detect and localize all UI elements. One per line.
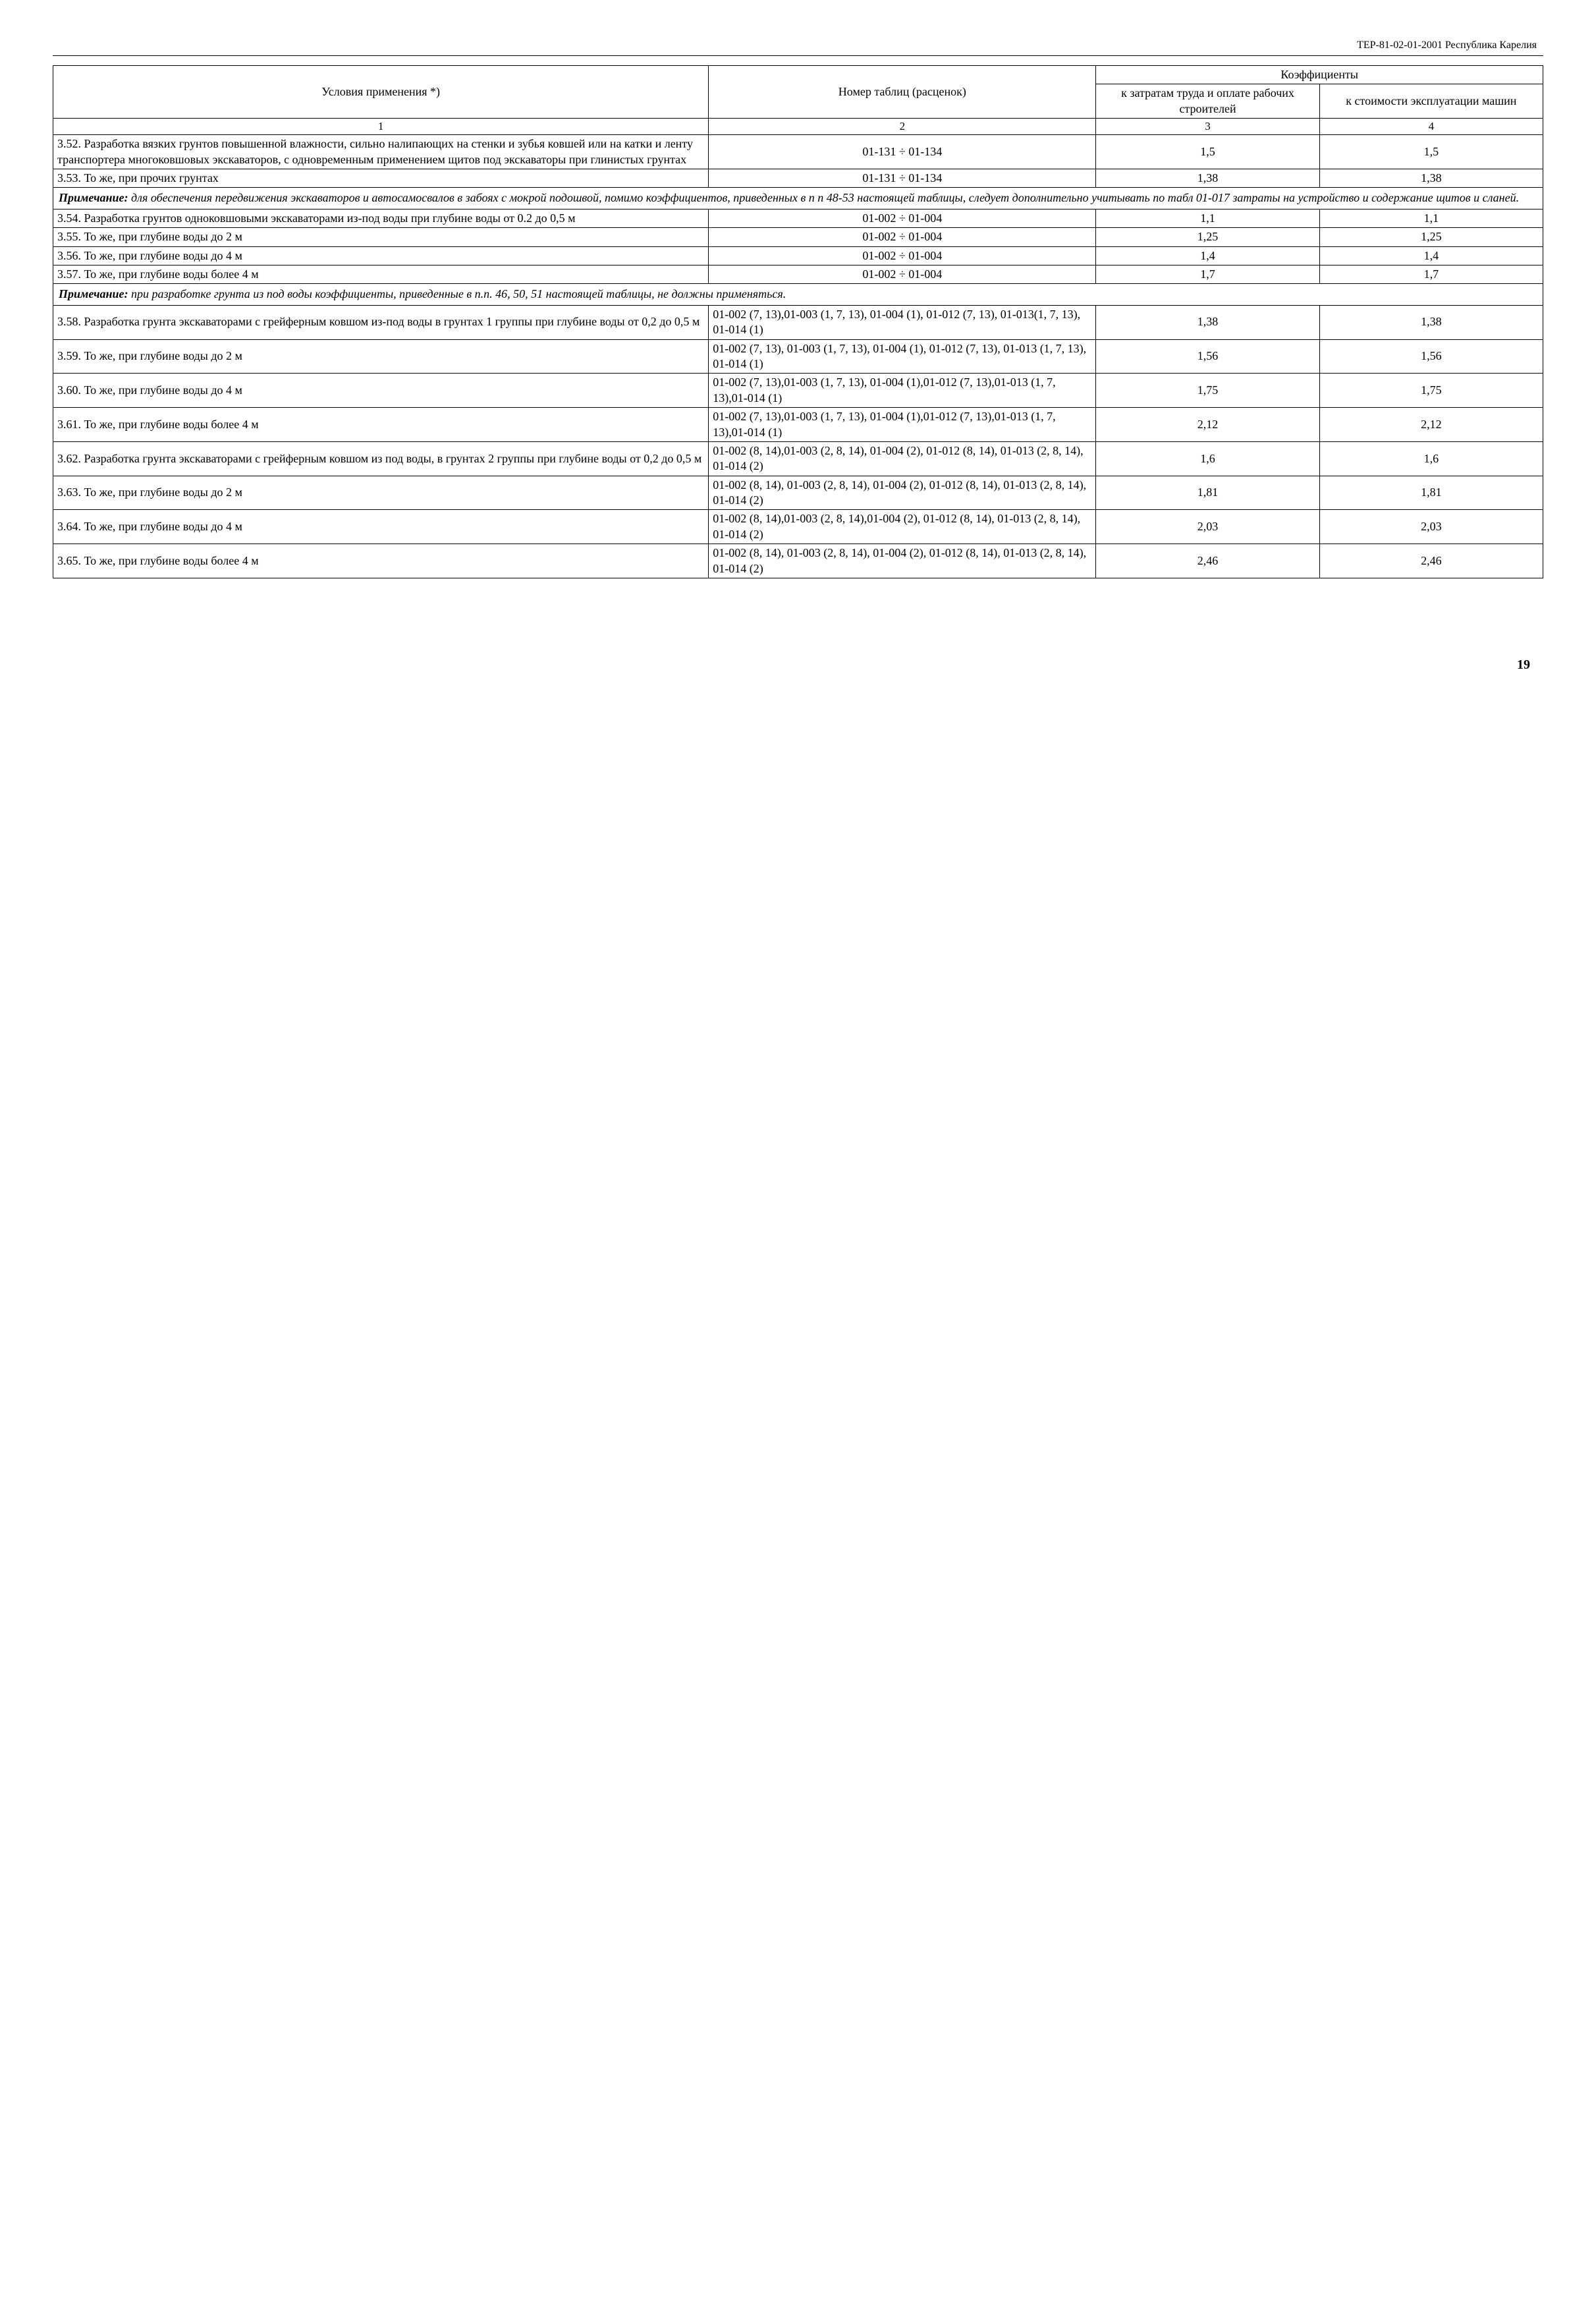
table-row: 3.57. То же, при глубине воды более 4 м0… — [53, 265, 1543, 284]
cell-coeff-labor: 2,12 — [1096, 408, 1319, 442]
col-header-machines: к стоимости эксплуатации машин — [1319, 84, 1543, 119]
page-number: 19 — [53, 657, 1543, 673]
cell-coeff-labor: 1,5 — [1096, 135, 1319, 169]
cell-coeff-labor: 1,25 — [1096, 228, 1319, 246]
cell-tables: 01-131 ÷ 01-134 — [709, 169, 1096, 188]
cell-coeff-labor: 1,38 — [1096, 305, 1319, 339]
cell-coeff-machines: 1,5 — [1319, 135, 1543, 169]
cell-conditions: 3.61. То же, при глубине воды более 4 м — [53, 408, 709, 442]
table-row: 3.65. То же, при глубине воды более 4 м0… — [53, 544, 1543, 578]
cell-conditions: 3.52. Разработка вязких грунтов повышенн… — [53, 135, 709, 169]
table-row: 3.59. То же, при глубине воды до 2 м01-0… — [53, 339, 1543, 374]
note-text: для обеспечения передвижения экскаваторо… — [128, 191, 1520, 204]
table-row: 3.56. То же, при глубине воды до 4 м01-0… — [53, 246, 1543, 265]
cell-coeff-machines: 1,6 — [1319, 441, 1543, 476]
table-row: Примечание: при разработке грунта из под… — [53, 284, 1543, 305]
table-row: Примечание: для обеспечения передвижения… — [53, 188, 1543, 209]
cell-coeff-machines: 1,25 — [1319, 228, 1543, 246]
cell-coeff-labor: 1,6 — [1096, 441, 1319, 476]
cell-tables: 01-002 ÷ 01-004 — [709, 228, 1096, 246]
col-num-3: 3 — [1096, 119, 1319, 135]
col-num-4: 4 — [1319, 119, 1543, 135]
cell-coeff-machines: 2,03 — [1319, 510, 1543, 544]
cell-coeff-labor: 1,4 — [1096, 246, 1319, 265]
note-text: при разработке грунта из под воды коэффи… — [128, 287, 786, 300]
cell-conditions: 3.53. То же, при прочих грунтах — [53, 169, 709, 188]
header-rule — [53, 55, 1543, 56]
cell-tables: 01-002 ÷ 01-004 — [709, 209, 1096, 227]
cell-coeff-labor: 2,46 — [1096, 544, 1319, 578]
cell-coeff-labor: 1,7 — [1096, 265, 1319, 284]
table-row: 3.55. То же, при глубине воды до 2 м01-0… — [53, 228, 1543, 246]
cell-coeff-machines: 2,46 — [1319, 544, 1543, 578]
cell-coeff-machines: 1,7 — [1319, 265, 1543, 284]
col-num-2: 2 — [709, 119, 1096, 135]
col-header-tables: Номер таблиц (расценок) — [709, 66, 1096, 119]
cell-tables: 01-002 (8, 14), 01-003 (2, 8, 14), 01-00… — [709, 544, 1096, 578]
cell-conditions: 3.57. То же, при глубине воды более 4 м — [53, 265, 709, 284]
cell-conditions: 3.65. То же, при глубине воды более 4 м — [53, 544, 709, 578]
cell-coeff-machines: 1,81 — [1319, 476, 1543, 510]
document-header: ТЕР-81-02-01-2001 Республика Карелия — [53, 40, 1543, 51]
cell-coeff-machines: 1,56 — [1319, 339, 1543, 374]
table-row: 3.58. Разработка грунта экскаваторами с … — [53, 305, 1543, 339]
note-label: Примечание: — [59, 287, 128, 300]
cell-coeff-machines: 1,38 — [1319, 305, 1543, 339]
column-number-row: 1 2 3 4 — [53, 119, 1543, 135]
cell-tables: 01-002 (7, 13),01-003 (1, 7, 13), 01-004… — [709, 374, 1096, 408]
note-cell: Примечание: при разработке грунта из под… — [53, 284, 1543, 305]
cell-tables: 01-002 ÷ 01-004 — [709, 246, 1096, 265]
table-row: 3.54. Разработка грунтов одноковшовыми э… — [53, 209, 1543, 227]
cell-tables: 01-002 ÷ 01-004 — [709, 265, 1096, 284]
cell-coeff-machines: 1,1 — [1319, 209, 1543, 227]
cell-coeff-labor: 1,1 — [1096, 209, 1319, 227]
cell-conditions: 3.62. Разработка грунта экскаваторами с … — [53, 441, 709, 476]
table-row: 3.63. То же, при глубине воды до 2 м01-0… — [53, 476, 1543, 510]
col-header-labor: к затратам труда и оплате рабочих строит… — [1096, 84, 1319, 119]
table-row: 3.62. Разработка грунта экскаваторами с … — [53, 441, 1543, 476]
cell-tables: 01-002 (8, 14),01-003 (2, 8, 14), 01-004… — [709, 441, 1096, 476]
cell-tables: 01-002 (7, 13), 01-003 (1, 7, 13), 01-00… — [709, 339, 1096, 374]
cell-coeff-labor: 1,81 — [1096, 476, 1319, 510]
table-row: 3.52. Разработка вязких грунтов повышенн… — [53, 135, 1543, 169]
table-row: 3.61. То же, при глубине воды более 4 м0… — [53, 408, 1543, 442]
cell-coeff-labor: 1,56 — [1096, 339, 1319, 374]
cell-tables: 01-002 (8, 14),01-003 (2, 8, 14),01-004 … — [709, 510, 1096, 544]
cell-conditions: 3.59. То же, при глубине воды до 2 м — [53, 339, 709, 374]
cell-coeff-machines: 1,38 — [1319, 169, 1543, 188]
cell-coeff-labor: 1,38 — [1096, 169, 1319, 188]
cell-coeff-machines: 1,75 — [1319, 374, 1543, 408]
cell-coeff-labor: 1,75 — [1096, 374, 1319, 408]
col-header-coefficients: Коэффициенты — [1096, 66, 1543, 84]
note-cell: Примечание: для обеспечения передвижения… — [53, 188, 1543, 209]
cell-conditions: 3.60. То же, при глубине воды до 4 м — [53, 374, 709, 408]
cell-conditions: 3.64. То же, при глубине воды до 4 м — [53, 510, 709, 544]
cell-conditions: 3.56. То же, при глубине воды до 4 м — [53, 246, 709, 265]
cell-tables: 01-002 (7, 13),01-003 (1, 7, 13), 01-004… — [709, 305, 1096, 339]
table-row: 3.60. То же, при глубине воды до 4 м01-0… — [53, 374, 1543, 408]
cell-coeff-machines: 2,12 — [1319, 408, 1543, 442]
cell-conditions: 3.58. Разработка грунта экскаваторами с … — [53, 305, 709, 339]
col-num-1: 1 — [53, 119, 709, 135]
cell-coeff-machines: 1,4 — [1319, 246, 1543, 265]
cell-conditions: 3.54. Разработка грунтов одноковшовыми э… — [53, 209, 709, 227]
coefficients-table: Условия применения *) Номер таблиц (расц… — [53, 65, 1543, 578]
col-header-conditions: Условия применения *) — [53, 66, 709, 119]
table-row: 3.64. То же, при глубине воды до 4 м01-0… — [53, 510, 1543, 544]
cell-coeff-labor: 2,03 — [1096, 510, 1319, 544]
table-body: 3.52. Разработка вязких грунтов повышенн… — [53, 135, 1543, 578]
cell-tables: 01-131 ÷ 01-134 — [709, 135, 1096, 169]
table-header: Условия применения *) Номер таблиц (расц… — [53, 66, 1543, 135]
cell-conditions: 3.63. То же, при глубине воды до 2 м — [53, 476, 709, 510]
table-row: 3.53. То же, при прочих грунтах01-131 ÷ … — [53, 169, 1543, 188]
cell-tables: 01-002 (8, 14), 01-003 (2, 8, 14), 01-00… — [709, 476, 1096, 510]
note-label: Примечание: — [59, 191, 128, 204]
cell-conditions: 3.55. То же, при глубине воды до 2 м — [53, 228, 709, 246]
cell-tables: 01-002 (7, 13),01-003 (1, 7, 13), 01-004… — [709, 408, 1096, 442]
